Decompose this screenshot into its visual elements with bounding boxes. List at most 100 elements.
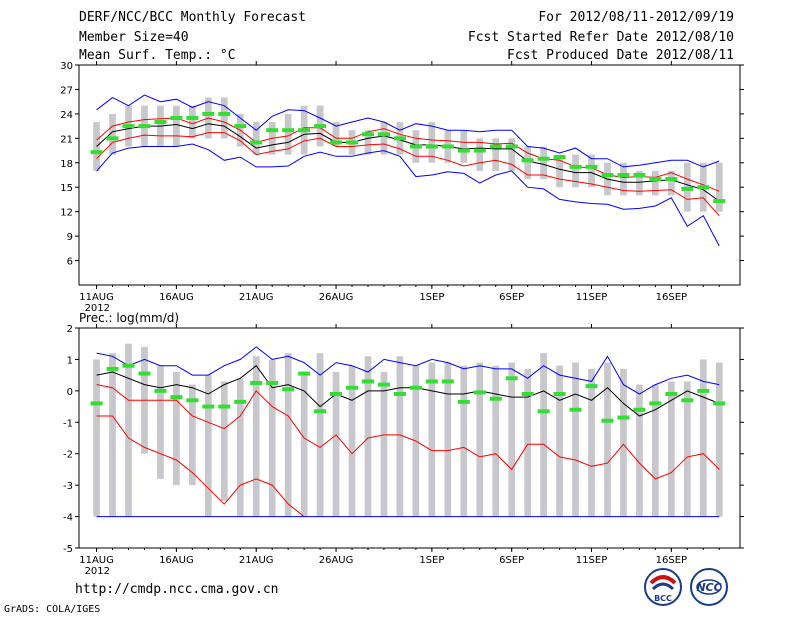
- observed-marker: [601, 418, 614, 423]
- observed-marker: [633, 407, 646, 412]
- observed-marker: [122, 124, 135, 129]
- observed-marker: [218, 111, 231, 116]
- observed-marker: [106, 136, 119, 141]
- ensemble-spread-box: [540, 353, 547, 517]
- ensemble-spread-box: [540, 146, 547, 180]
- observed-marker: [681, 398, 694, 403]
- ensemble-spread-box: [189, 384, 196, 486]
- ensemble-spread-box: [173, 372, 180, 486]
- year-label: 2012: [85, 566, 110, 577]
- ensemble-spread-box: [667, 170, 675, 196]
- ensemble-spread-box: [236, 378, 244, 517]
- y-tick-label: 9: [67, 232, 73, 243]
- y-tick-label: -2: [63, 450, 73, 461]
- series-line-lower: [96, 415, 305, 517]
- ensemble-spread-box: [444, 362, 452, 517]
- observed-marker: [425, 144, 438, 149]
- observed-marker: [361, 132, 374, 137]
- ensemble-spread-box: [364, 130, 372, 155]
- observed-marker: [617, 173, 630, 177]
- ensemble-spread-box: [428, 362, 436, 517]
- observed-marker: [170, 115, 183, 120]
- y-tick-label: 6: [67, 257, 73, 268]
- ensemble-spread-box: [380, 122, 388, 155]
- observed-marker: [138, 371, 151, 376]
- x-tick-label: 6SEP: [499, 555, 524, 566]
- y-tick-label: 12: [60, 208, 73, 219]
- observed-marker: [377, 132, 390, 137]
- bcc-logo: BCC: [644, 568, 682, 606]
- observed-marker: [234, 124, 247, 129]
- ensemble-spread-box: [428, 122, 436, 163]
- observed-marker: [665, 392, 678, 396]
- observed-marker: [457, 399, 470, 404]
- y-tick-label: 0: [67, 387, 73, 398]
- observed-marker: [90, 401, 103, 406]
- ensemble-spread-box: [620, 162, 627, 196]
- svg-text:NCC: NCC: [696, 581, 721, 594]
- observed-marker: [346, 140, 359, 145]
- website-url[interactable]: http://cmdp.ncc.cma.gov.cn: [75, 582, 279, 597]
- plot-frame: [78, 64, 741, 286]
- observed-marker: [330, 392, 343, 396]
- observed-marker: [441, 144, 454, 149]
- observed-marker: [457, 148, 470, 153]
- observed-marker: [569, 407, 582, 412]
- observed-marker: [713, 199, 726, 204]
- precip-panel-title: Prec.: log(mm/d): [79, 311, 179, 325]
- ensemble-spread-box: [556, 154, 563, 188]
- ensemble-spread-box: [268, 359, 276, 517]
- ensemble-spread-box: [109, 113, 116, 155]
- observed-marker: [521, 392, 534, 396]
- observed-marker: [218, 404, 231, 409]
- ensemble-spread-box: [508, 138, 516, 171]
- observed-marker: [377, 382, 390, 387]
- ensemble-spread-box: [492, 365, 500, 517]
- observed-marker: [170, 395, 183, 400]
- ensemble-spread-box: [715, 362, 723, 517]
- ensemble-spread-box: [572, 362, 579, 517]
- chart-title: DERF/NCC/BCC Monthly Forecast: [79, 10, 306, 25]
- member-size-label: Member Size=40: [79, 30, 189, 45]
- observed-marker: [537, 156, 550, 161]
- ensemble-spread-box: [636, 170, 643, 196]
- x-tick-label: 21AUG: [239, 555, 274, 566]
- ensemble-spread-box: [189, 105, 196, 139]
- ensemble-spread-box: [652, 170, 659, 196]
- ensemble-spread-box: [332, 122, 340, 147]
- ensemble-spread-box: [524, 368, 532, 517]
- ensemble-spread-box: [572, 154, 579, 188]
- observed-marker: [266, 128, 279, 133]
- ensemble-spread-box: [364, 356, 372, 517]
- observed-marker: [553, 155, 566, 160]
- ensemble-spread-box: [508, 362, 516, 517]
- ensemble-spread-box: [220, 97, 228, 139]
- y-tick-label: 24: [60, 110, 73, 121]
- observed-marker: [665, 177, 678, 182]
- ncc-logo: NCC: [690, 568, 728, 606]
- x-tick-label: 16SEP: [656, 555, 687, 566]
- ensemble-spread-box: [93, 122, 100, 171]
- observed-marker: [314, 124, 327, 129]
- x-tick-label: 11SEP: [576, 292, 607, 303]
- y-tick-label: 18: [60, 159, 73, 170]
- svg-text:BCC: BCC: [654, 594, 672, 603]
- observed-marker: [122, 363, 135, 368]
- x-tick-label: 11SEP: [576, 555, 607, 566]
- ensemble-spread-box: [556, 365, 563, 517]
- observed-marker: [202, 111, 215, 116]
- y-tick-label: 30: [60, 61, 73, 72]
- observed-marker: [473, 390, 486, 395]
- observed-marker: [90, 150, 103, 155]
- ensemble-spread-box: [220, 381, 228, 501]
- observed-marker: [505, 376, 518, 381]
- x-tick-label: 1SEP: [419, 555, 444, 566]
- observed-marker: [250, 381, 263, 385]
- series-line-upper: [96, 117, 720, 192]
- ensemble-spread-box: [492, 138, 500, 171]
- series-line-lower: [96, 132, 720, 217]
- ensemble-spread-box: [667, 381, 675, 517]
- observed-marker: [553, 392, 566, 396]
- observed-marker: [330, 140, 343, 145]
- panel-precipitation: -5 -4 -3 -2 -1 0 1 2 11AUG 16AUG 21AUG 26AUG 1SEP 6SE…: [63, 324, 744, 577]
